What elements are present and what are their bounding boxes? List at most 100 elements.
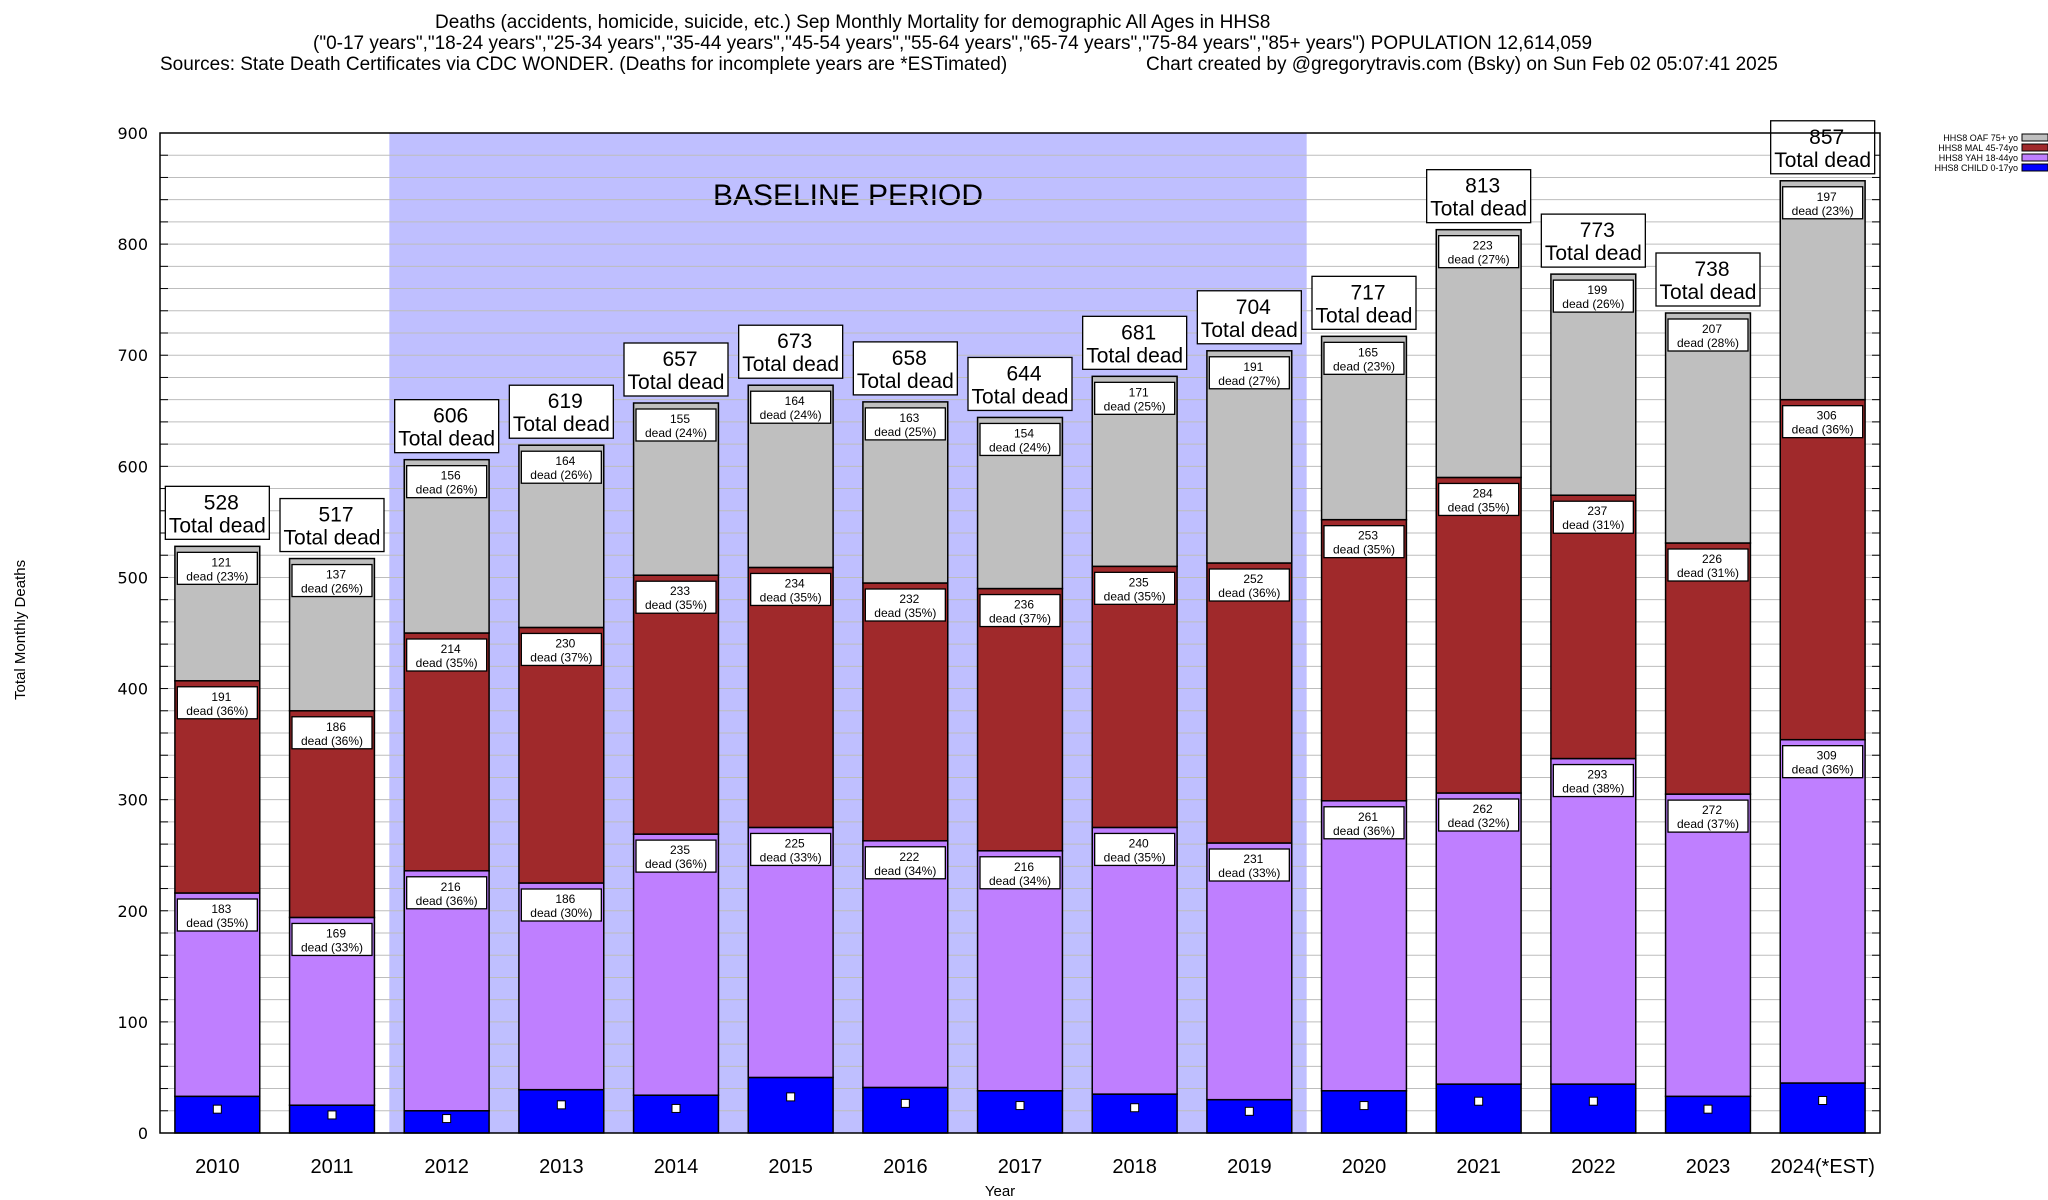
segment-percent-label: dead (36%) — [416, 894, 478, 908]
segment-label-box — [1552, 279, 1634, 313]
total-suffix-label: Total dead — [398, 428, 495, 451]
bar-segment — [1664, 1095, 1752, 1134]
bar-segment — [1320, 518, 1408, 802]
legend-swatch — [2021, 133, 2048, 142]
segment-value-label: 121 — [211, 555, 231, 569]
segment-value-label: 155 — [670, 412, 690, 426]
bar-segment — [1091, 826, 1178, 1095]
total-label-box — [1540, 213, 1646, 268]
bar-segment — [403, 870, 490, 1112]
total-value-label: 673 — [777, 330, 812, 353]
segment-value-label: 191 — [211, 690, 231, 704]
segment-label-box — [520, 450, 602, 484]
bar-segment — [1206, 1098, 1293, 1134]
bar-segment — [1091, 1093, 1178, 1134]
segment-value-label: 284 — [1473, 486, 1493, 500]
child-segment-marker — [1818, 1096, 1828, 1105]
y-tick-label: 100 — [117, 1013, 148, 1032]
segment-label-box — [1208, 848, 1290, 882]
total-suffix-label: Total dead — [628, 371, 725, 394]
segment-label-box — [1323, 806, 1405, 840]
segment-label-box — [635, 408, 717, 442]
legend-swatch — [2021, 143, 2048, 152]
segment-label-box — [520, 888, 602, 922]
total-suffix-label: Total dead — [972, 385, 1069, 408]
x-tick-label: 2015 — [768, 1156, 813, 1178]
segment-value-label: 262 — [1473, 802, 1493, 816]
segment-value-label: 137 — [326, 568, 346, 582]
segment-percent-label: dead (26%) — [1562, 297, 1624, 311]
bar-segment — [1435, 476, 1522, 794]
segment-label-box — [1323, 525, 1405, 559]
segment-label-box — [864, 846, 946, 880]
segment-value-label: 186 — [326, 720, 346, 734]
chart-subtitle-age-groups: ("0-17 years","18-24 years","25-34 years… — [313, 33, 1593, 54]
total-value-label: 813 — [1465, 175, 1500, 198]
chart-credit: Chart created by @gregorytravis.com (Bsk… — [1146, 54, 1778, 75]
segment-percent-label: dead (35%) — [760, 590, 822, 604]
x-tick-label: 2020 — [1342, 1156, 1387, 1178]
segment-percent-label: dead (32%) — [1448, 816, 1510, 830]
segment-label-box — [1208, 568, 1290, 602]
bar-segment — [1206, 842, 1293, 1101]
segment-value-label: 223 — [1473, 239, 1493, 253]
segment-percent-label: dead (36%) — [1792, 763, 1854, 777]
segment-percent-label: dead (27%) — [1218, 374, 1280, 388]
total-suffix-label: Total dead — [169, 514, 266, 537]
segment-value-label: 235 — [1129, 575, 1149, 589]
segment-label-box — [750, 572, 832, 607]
total-label-box — [967, 356, 1073, 412]
x-tick-label: 2016 — [883, 1156, 928, 1178]
total-value-label: 517 — [318, 504, 353, 527]
total-label-box — [1655, 252, 1761, 307]
segment-label-box — [291, 563, 373, 598]
total-suffix-label: Total dead — [1201, 319, 1298, 342]
bar-segment — [1320, 1090, 1408, 1134]
bar-segment — [976, 1090, 1064, 1134]
total-label-box — [394, 399, 500, 454]
child-segment-marker — [1588, 1096, 1598, 1106]
segment-label-box — [406, 638, 488, 672]
bar-segment — [1206, 562, 1293, 844]
legend-label: HHS8 CHILD 0-17yo — [1934, 163, 2018, 173]
child-segment-marker — [671, 1103, 681, 1113]
segment-percent-label: dead (35%) — [186, 916, 248, 930]
baseline-period-label: BASELINE PERIOD — [713, 179, 983, 212]
segment-percent-label: dead (33%) — [301, 940, 363, 954]
segment-label-box — [864, 588, 946, 622]
segment-label-box — [1094, 381, 1176, 415]
segment-label-box — [291, 922, 373, 957]
segment-label-box — [1323, 341, 1405, 375]
segment-percent-label: dead (37%) — [989, 612, 1051, 626]
segment-value-label: 197 — [1817, 190, 1837, 204]
segment-value-label: 261 — [1358, 810, 1378, 824]
child-segment-marker — [1703, 1104, 1713, 1114]
child-segment-marker — [1015, 1101, 1025, 1111]
segment-percent-label: dead (26%) — [301, 582, 363, 596]
x-tick-label: 2012 — [424, 1156, 469, 1178]
total-suffix-label: Total dead — [742, 353, 839, 376]
bar-segment — [632, 1094, 720, 1134]
total-value-label: 619 — [548, 390, 583, 413]
bar-segment — [1550, 757, 1637, 1085]
segment-value-label: 272 — [1702, 803, 1722, 817]
bar-segment — [632, 574, 720, 835]
bar-segment — [1091, 565, 1178, 829]
segment-percent-label: dead (35%) — [416, 656, 478, 670]
child-segment-marker — [442, 1114, 452, 1124]
total-value-label: 658 — [892, 347, 927, 370]
segment-value-label: 154 — [1014, 426, 1034, 440]
x-tick-label: 2018 — [1112, 1156, 1157, 1178]
segment-percent-label: dead (24%) — [989, 440, 1051, 454]
segment-percent-label: dead (35%) — [1104, 589, 1166, 603]
segment-label-box — [979, 856, 1061, 890]
bar-segment — [1435, 228, 1522, 479]
segment-percent-label: dead (28%) — [1677, 336, 1739, 350]
